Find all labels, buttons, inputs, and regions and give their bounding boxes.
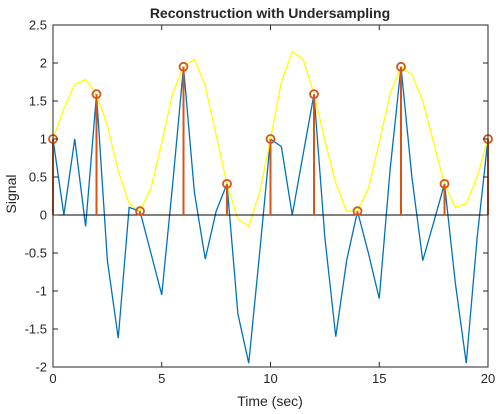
y-tick-label: -1.5 — [25, 322, 47, 337]
x-tick-label: 10 — [263, 371, 277, 386]
plot-area: 0 5 10 15 20 -2 -1.5 -1 -0.5 0 0.5 1 1.5 2 2.5 — [25, 18, 496, 387]
sample-marker — [222, 178, 232, 189]
y-axis-label: Signal — [3, 175, 19, 214]
y-tick-label: -0.5 — [25, 246, 47, 261]
x-tick-label: 0 — [49, 371, 56, 386]
y-tick-label: 1.5 — [29, 94, 47, 109]
y-tick-label: 0 — [40, 208, 47, 223]
x-tick-label: 15 — [372, 371, 386, 386]
y-tick-label: 0.5 — [29, 170, 47, 185]
sample-marker — [396, 61, 406, 72]
x-tick-label: 20 — [481, 371, 495, 386]
y-tick-label: -1 — [35, 284, 47, 299]
y-tick-label: 2.5 — [29, 18, 47, 33]
x-axis-label: Time (sec) — [237, 393, 303, 409]
sample-marker — [178, 61, 189, 72]
y-tick-label: -2 — [35, 360, 47, 375]
sample-marker — [309, 89, 319, 100]
sample-marker — [439, 178, 450, 189]
x-tick-label: 5 — [158, 371, 165, 386]
sample-marker — [91, 89, 102, 100]
sample-marker — [265, 134, 276, 144]
y-tick-label: 1 — [40, 132, 47, 147]
y-tick-label: 2 — [40, 56, 47, 71]
chart-title: Reconstruction with Undersampling — [150, 5, 390, 21]
sample-marker — [352, 206, 363, 217]
sample-marker — [135, 206, 145, 217]
